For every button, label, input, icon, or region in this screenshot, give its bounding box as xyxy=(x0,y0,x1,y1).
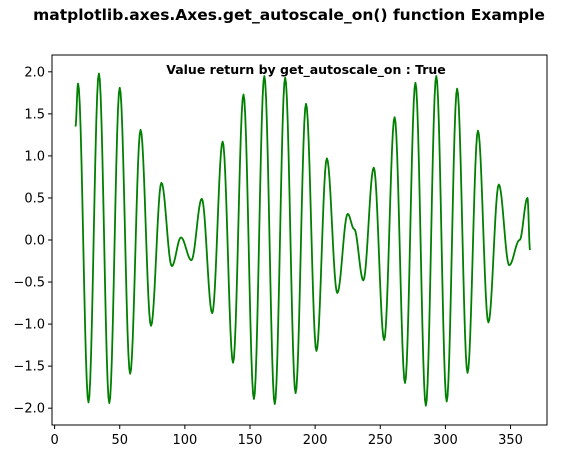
x-tick-label: 250 xyxy=(368,433,393,448)
y-axis: −2.0 −1.5 −1.0 −0.5 0.0 0.5 1.0 1.5 2.0 xyxy=(13,65,52,417)
y-tick-label: 1.0 xyxy=(24,149,45,164)
x-tick-label: 100 xyxy=(172,433,197,448)
y-tick-label: 0.0 xyxy=(24,234,45,249)
figure-suptitle: matplotlib.axes.Axes.get_autoscale_on() … xyxy=(33,6,545,24)
x-tick-label: 0 xyxy=(50,433,58,448)
series-line xyxy=(74,72,531,407)
y-tick-label: 2.0 xyxy=(24,65,45,80)
y-tick-label: −0.5 xyxy=(13,276,45,291)
axes-annotation: Value return by get_autoscale_on : True xyxy=(166,62,446,78)
y-tick-label: −1.5 xyxy=(13,360,45,375)
y-tick-label: 1.5 xyxy=(24,107,45,122)
x-axis: 0 50 100 150 200 250 300 350 xyxy=(50,425,523,448)
y-tick-label: −1.0 xyxy=(13,318,45,333)
x-tick-label: 300 xyxy=(433,433,458,448)
plot-area xyxy=(51,54,548,426)
x-tick-label: 350 xyxy=(498,433,523,448)
y-tick-label: 0.5 xyxy=(24,191,45,206)
x-tick-label: 150 xyxy=(238,433,263,448)
y-tick-label: −2.0 xyxy=(13,402,45,417)
x-tick-label: 50 xyxy=(111,433,128,448)
x-tick-label: 200 xyxy=(303,433,328,448)
series-layer xyxy=(74,72,531,407)
